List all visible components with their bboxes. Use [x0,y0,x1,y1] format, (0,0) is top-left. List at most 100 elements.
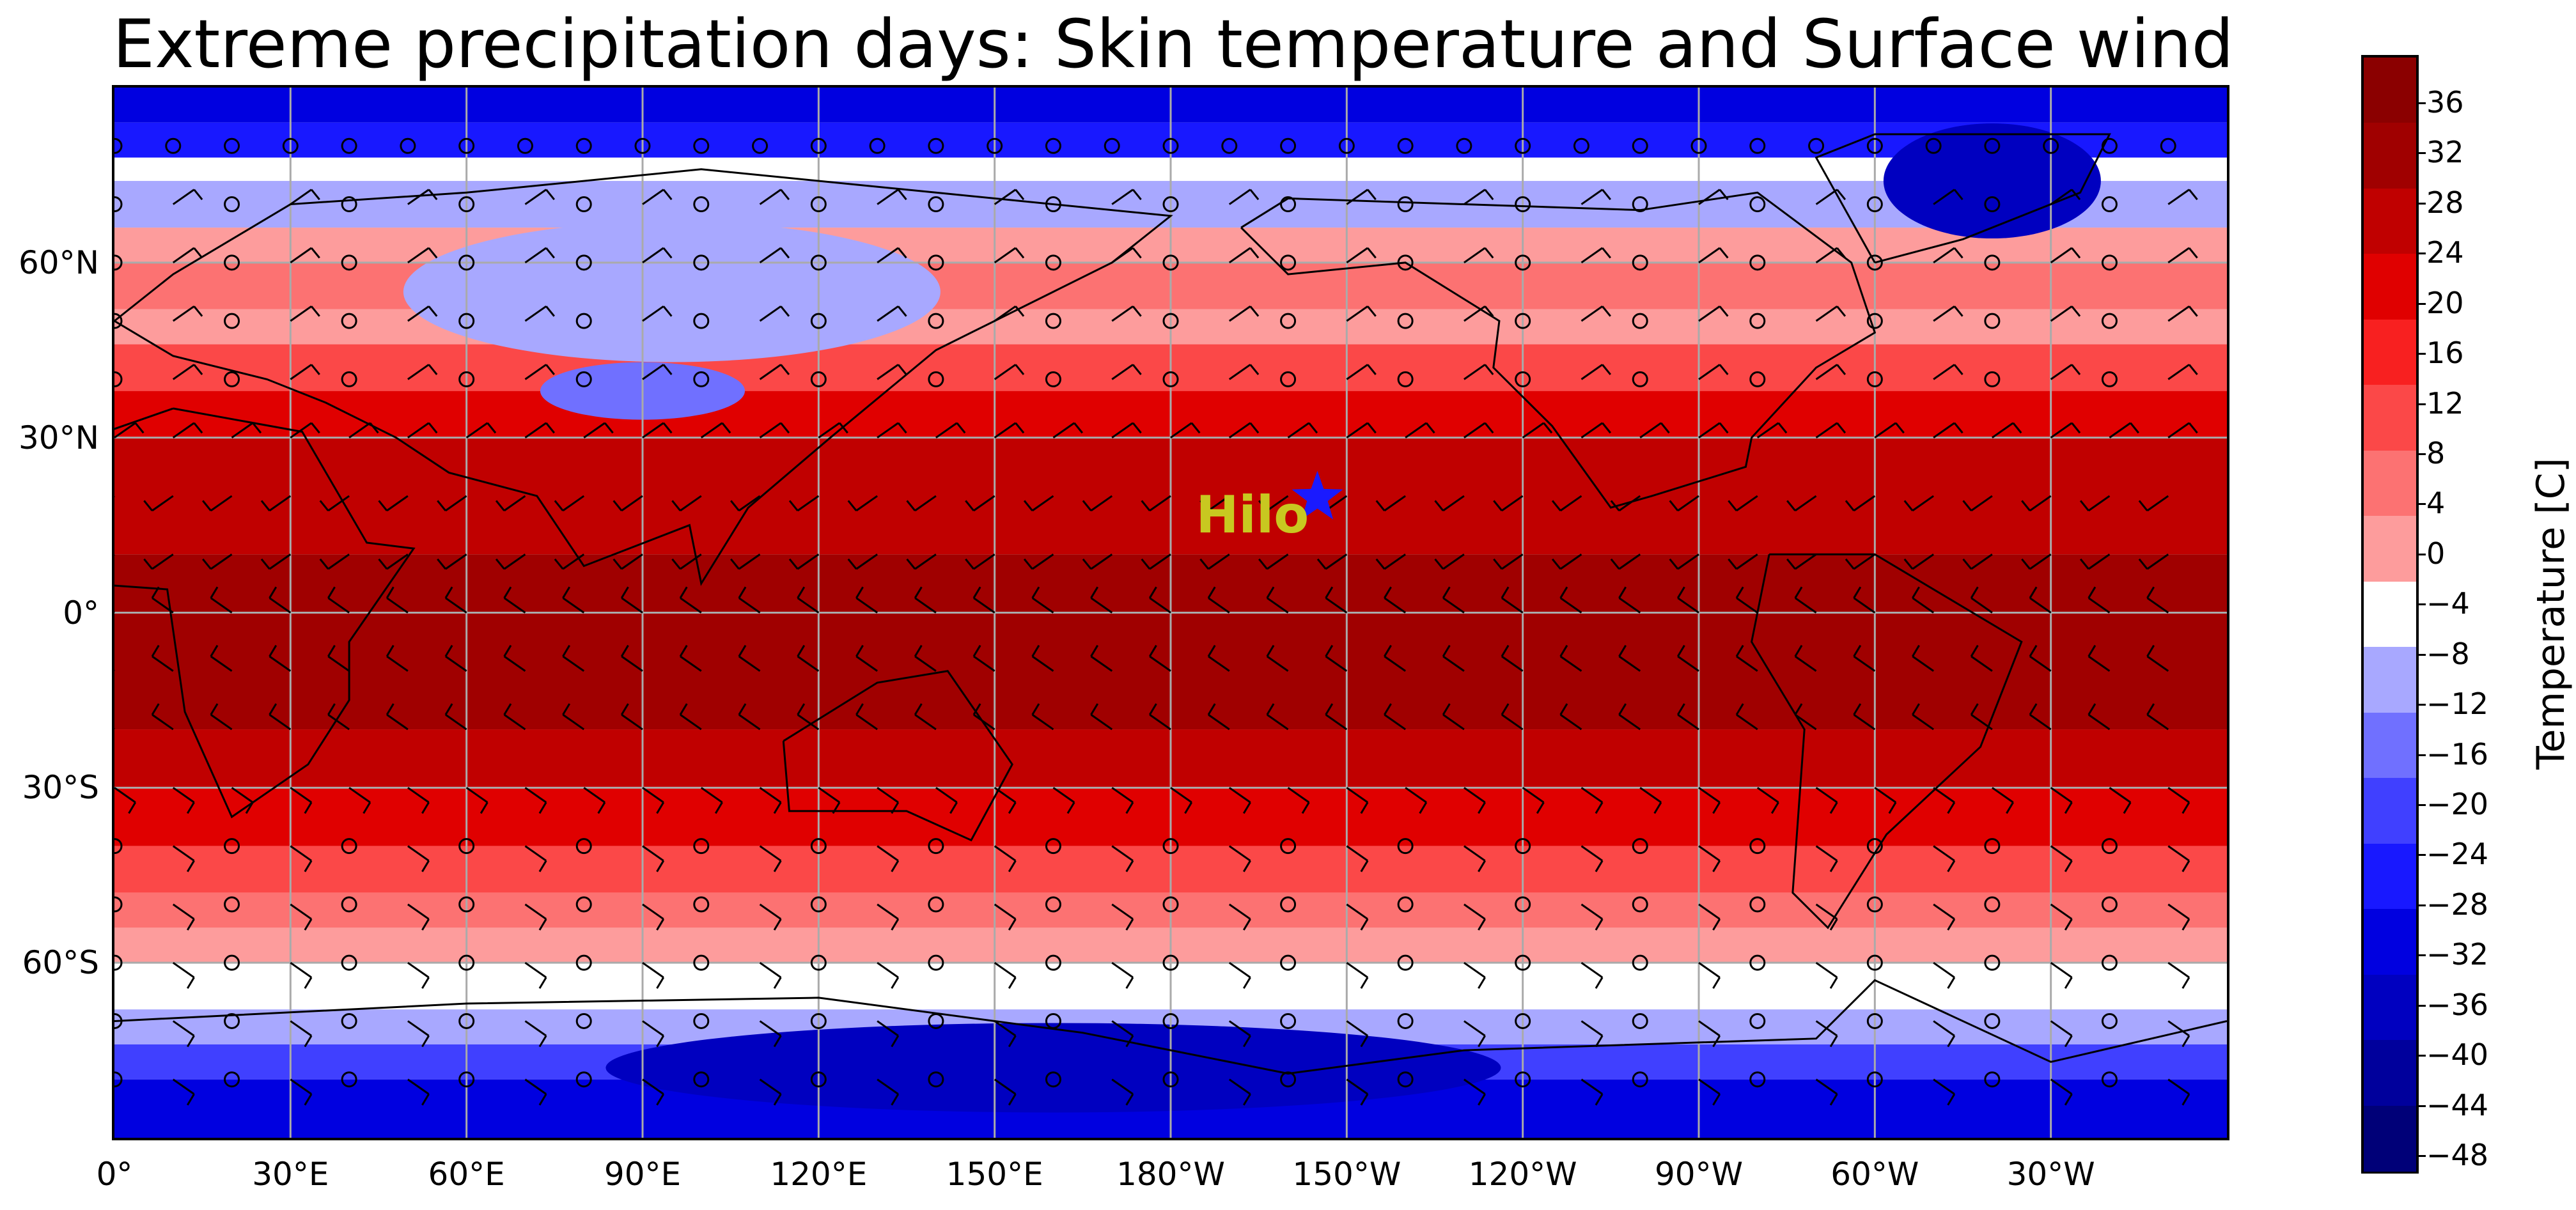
wind-barb-flag [1719,364,1729,375]
wind-barb [2088,597,2111,614]
wind-barb [2029,553,2052,570]
wind-barb [1874,422,1896,438]
wind-barb [1853,553,1876,570]
wind-barb-flag [620,644,629,657]
calm-wind-marker [1573,137,1589,154]
wind-barb-flag [773,860,782,873]
wind-barb [524,422,547,438]
wind-barb-flag [656,1035,665,1048]
wind-barb [2109,787,2132,803]
wind-barb [935,787,958,803]
wind-barb-flag [1712,919,1721,931]
calm-wind-marker [2101,954,2118,971]
calm-wind-marker [1397,896,1414,913]
wind-barb [1933,305,1955,322]
wind-barb-flag [1442,644,1451,657]
wind-barb [1912,713,1934,731]
wind-barb-flag [2071,422,2081,434]
wind-barb [1971,553,1993,570]
wind-barb [855,713,878,731]
wind-barb [583,787,605,803]
wind-barb-flag [562,586,571,599]
wind-barb [1031,713,1054,731]
wind-barb-flag [1031,644,1040,657]
wind-barb [1384,495,1406,512]
calm-wind-marker [224,896,240,913]
x-tick-label: 150°E [946,1156,1043,1193]
calm-wind-marker [2043,137,2059,154]
wind-barb-flag [738,644,747,657]
colorbar-tick-label: −28 [2426,887,2489,922]
wind-barb-flag [1836,189,1846,201]
calm-wind-marker [1397,838,1414,855]
calm-wind-marker [575,838,592,855]
calm-wind-marker [693,896,710,913]
calm-wind-marker [928,371,944,387]
wind-barb-flag [386,644,394,657]
calm-wind-marker [693,137,710,154]
calm-wind-marker [1280,196,1297,213]
wind-barb-flag [1953,189,1963,201]
wind-barb-flag [1536,802,1545,814]
colorbar-tickmark [2417,102,2426,104]
wind-barb-flag [1660,422,1670,434]
wind-barb [1384,713,1406,731]
wind-barb-flag [965,500,975,511]
wind-barb [914,553,937,570]
calm-wind-marker [1866,954,1883,971]
wind-barb [407,1020,430,1037]
wind-barb-flag [487,422,497,434]
wind-barb-flag [2088,703,2096,715]
wind-barb [1815,247,1838,264]
calm-wind-marker [458,371,475,387]
wind-barb-flag [421,919,430,931]
calm-wind-marker [458,254,475,271]
wind-barb [642,305,664,322]
wind-barb [503,597,526,614]
wind-barb-flag [730,500,740,511]
calm-wind-marker [1749,1012,1766,1029]
wind-barb [1698,189,1721,205]
wind-barb-flag [554,558,564,570]
wind-barb-flag [897,306,907,317]
calm-wind-marker [575,1012,592,1029]
wind-barb-flag [1595,1035,1604,1048]
wind-barb [994,845,1017,862]
wind-barb [1208,553,1230,570]
calm-wind-marker [1749,196,1766,213]
wind-barb [1677,495,1699,512]
wind-barb-flag [2064,919,2073,931]
wind-barb-flag [1669,500,1679,511]
calm-wind-marker [1515,196,1531,213]
wind-barb [1698,787,1721,803]
wind-barb [407,903,430,920]
wind-barb-flag [386,586,394,599]
wind-barb-flag [597,802,606,814]
wind-barb [210,553,233,570]
calm-wind-marker [1280,371,1297,387]
wind-barb [738,553,761,570]
wind-barb [797,655,820,672]
wind-barb [1559,553,1582,570]
wind-barb [1111,961,1134,979]
calm-wind-marker [928,838,944,855]
cold-region [1883,123,2101,239]
wind-barb-flag [503,644,512,657]
wind-barb [152,713,174,731]
wind-barb-flag [738,703,747,715]
station-label: Hilo [1196,485,1309,545]
wind-barb [562,713,585,731]
wind-barb-flag [1360,977,1369,989]
wind-barb-flag [897,189,907,201]
wind-barb-flag [1316,558,1327,570]
wind-barb-flag [891,977,900,989]
wind-barb [2167,422,2190,438]
calm-wind-marker [1162,838,1179,855]
wind-barb-flag [562,703,571,715]
wind-barb-flag [891,919,900,931]
colorbar-tickmark [2417,653,2426,656]
calm-wind-marker [575,313,592,329]
colorbar-tick-label: 4 [2426,486,2446,521]
wind-barb [172,1078,195,1095]
wind-barb-flag [613,558,623,570]
